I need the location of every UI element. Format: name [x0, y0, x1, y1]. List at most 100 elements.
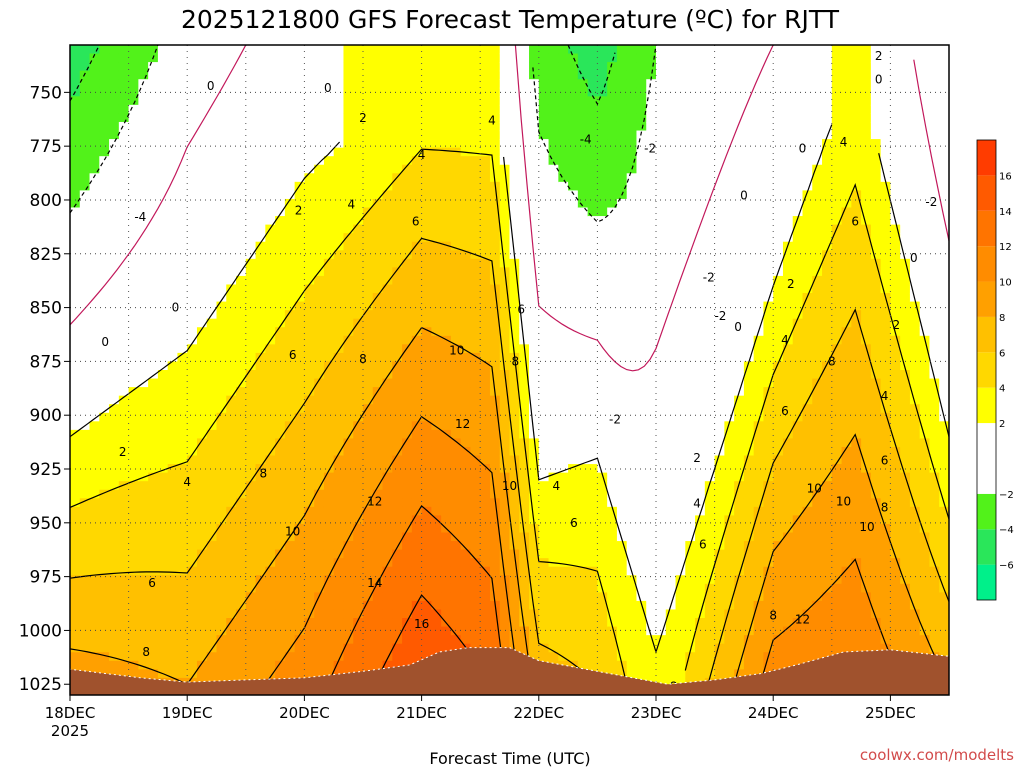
field-cell — [372, 438, 384, 448]
field-cell — [314, 139, 325, 149]
field-cell — [79, 70, 91, 80]
field-cell — [411, 429, 423, 440]
field-cell — [333, 412, 345, 422]
field-cell — [206, 618, 218, 628]
field-cell — [79, 618, 91, 628]
field-cell — [118, 361, 130, 371]
field-cell — [353, 70, 364, 80]
field-cell — [529, 643, 540, 653]
field-cell — [99, 233, 110, 243]
field-cell — [323, 566, 335, 576]
field-cell — [167, 481, 179, 491]
field-cell — [665, 669, 677, 679]
field-cell — [607, 70, 618, 80]
field-cell — [656, 267, 667, 277]
field-cell — [538, 216, 550, 226]
field-cell — [480, 173, 491, 183]
field-cell — [157, 216, 169, 226]
field-cell — [275, 489, 286, 499]
field-cell — [245, 583, 257, 593]
field-cell — [70, 130, 81, 140]
field-cell — [236, 464, 247, 474]
field-cell — [79, 79, 91, 89]
field-cell — [431, 275, 442, 286]
field-cell — [392, 583, 403, 593]
field-cell — [607, 541, 618, 551]
field-cell — [616, 198, 628, 209]
field-cell — [665, 104, 677, 115]
field-cell — [587, 481, 599, 491]
field-cell — [626, 643, 638, 653]
field-cell — [70, 327, 81, 337]
field-cell — [392, 515, 403, 525]
field-cell — [382, 558, 393, 568]
field-cell — [421, 344, 432, 354]
field-cell — [206, 113, 218, 123]
field-cell — [236, 45, 247, 55]
field-cell — [450, 190, 462, 200]
field-cell — [236, 446, 247, 457]
field-cell — [79, 352, 91, 363]
field-cell — [236, 618, 247, 628]
field-cell — [489, 344, 501, 354]
field-cell — [216, 643, 227, 653]
field-cell — [470, 335, 481, 345]
field-cell — [167, 609, 179, 619]
field-cell — [675, 361, 686, 371]
field-cell — [148, 558, 159, 568]
field-cell — [236, 113, 247, 123]
field-cell — [353, 241, 364, 251]
field-cell — [245, 455, 257, 465]
field-cell — [656, 207, 667, 217]
field-cell — [245, 404, 257, 414]
field-cell — [157, 181, 169, 191]
field-cell — [636, 635, 647, 645]
field-cell — [470, 139, 481, 149]
field-cell — [636, 412, 647, 422]
field-cell — [109, 566, 120, 576]
field-cell — [89, 207, 100, 217]
field-cell — [109, 79, 120, 89]
field-cell — [284, 241, 296, 251]
field-cell — [79, 173, 91, 183]
field-cell — [470, 489, 481, 499]
field-cell — [568, 79, 579, 89]
field-cell — [382, 190, 393, 200]
field-cell — [177, 79, 188, 89]
field-cell — [519, 207, 530, 217]
field-cell — [626, 258, 638, 268]
field-cell — [323, 429, 335, 440]
field-cell — [148, 327, 159, 337]
field-cell — [529, 566, 540, 576]
field-cell — [577, 489, 589, 499]
field-cell — [216, 301, 227, 311]
field-cell — [187, 275, 198, 286]
field-cell — [656, 412, 667, 422]
field-cell — [109, 395, 120, 405]
field-cell — [489, 404, 501, 414]
field-cell — [265, 164, 276, 174]
field-cell — [646, 669, 657, 679]
field-cell — [157, 224, 169, 234]
field-cell — [382, 429, 393, 440]
field-cell — [665, 421, 677, 431]
field-cell — [685, 660, 696, 670]
field-cell — [480, 164, 491, 174]
field-cell — [89, 575, 100, 585]
field-cell — [226, 378, 237, 388]
field-cell — [509, 370, 520, 380]
field-cell — [402, 62, 413, 72]
field-cell — [519, 45, 530, 55]
field-cell — [675, 660, 686, 670]
field-cell — [431, 96, 442, 106]
field-cell — [636, 592, 647, 602]
field-cell — [275, 523, 286, 534]
field-cell — [89, 506, 100, 516]
field-cell — [99, 352, 110, 363]
field-cell — [79, 446, 91, 457]
field-cell — [333, 378, 345, 388]
field-cell — [255, 541, 266, 551]
field-cell — [568, 558, 579, 568]
field-cell — [607, 121, 618, 132]
field-cell — [89, 395, 100, 405]
